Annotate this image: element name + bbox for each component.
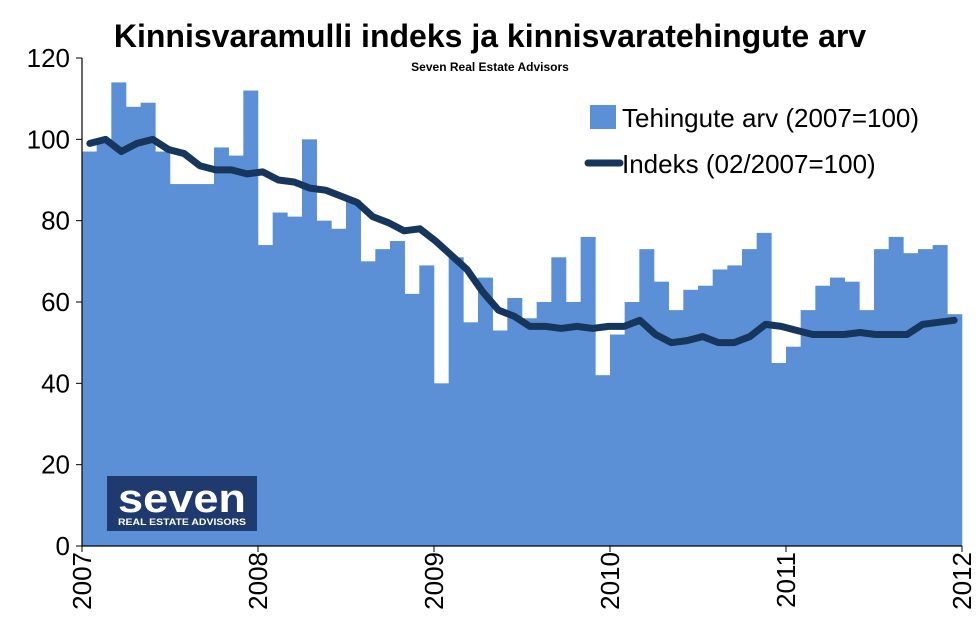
bar bbox=[448, 257, 464, 546]
bar bbox=[580, 236, 596, 546]
bar bbox=[492, 330, 508, 546]
y-tick-label: 40 bbox=[41, 368, 70, 398]
bar bbox=[419, 265, 435, 546]
bar bbox=[272, 212, 288, 546]
seven-logo: seven REAL ESTATE ADVISORS bbox=[107, 476, 257, 531]
bar bbox=[184, 184, 200, 546]
x-tick-label: 2011 bbox=[771, 552, 801, 608]
bar bbox=[654, 281, 669, 546]
bar bbox=[551, 257, 567, 546]
logo-background bbox=[107, 476, 257, 531]
bar bbox=[434, 383, 449, 546]
bar bbox=[214, 147, 229, 546]
chart-subtitle: Seven Real Estate Advisors bbox=[411, 60, 569, 74]
bar bbox=[815, 285, 831, 546]
bar bbox=[830, 277, 845, 546]
bar bbox=[610, 334, 625, 546]
bar bbox=[918, 249, 933, 546]
bar bbox=[96, 139, 112, 546]
bar bbox=[624, 302, 640, 546]
bar bbox=[111, 82, 127, 547]
bar bbox=[126, 106, 141, 547]
y-axis-ticks: 0 20 40 60 80 100 120 bbox=[27, 43, 82, 561]
index-line bbox=[86, 135, 958, 347]
chart-title: Kinnisvaramulli indeks ja kinnisvaratehi… bbox=[114, 18, 866, 54]
x-tick-label: 2008 bbox=[243, 552, 273, 610]
bar bbox=[331, 228, 347, 547]
bar bbox=[888, 236, 904, 546]
bar bbox=[756, 232, 772, 546]
bar bbox=[287, 216, 303, 546]
bar bbox=[375, 249, 391, 546]
y-tick-label: 120 bbox=[27, 43, 70, 73]
y-tick-label: 60 bbox=[41, 287, 70, 317]
y-tick-label: 100 bbox=[27, 124, 70, 154]
bar bbox=[947, 314, 963, 546]
bar bbox=[712, 269, 728, 546]
bar bbox=[316, 220, 332, 547]
bar bbox=[463, 322, 479, 546]
y-tick-label: 20 bbox=[41, 450, 70, 480]
x-tick-label: 2007 bbox=[67, 552, 97, 610]
bar bbox=[786, 346, 801, 546]
bar bbox=[302, 139, 317, 546]
logo-wordmark: seven bbox=[118, 477, 246, 521]
bar bbox=[522, 318, 537, 546]
bar bbox=[698, 285, 713, 546]
bar bbox=[727, 265, 743, 546]
legend-line-label: Indeks (02/2007=100) bbox=[622, 149, 876, 179]
bar bbox=[228, 155, 244, 546]
bar bbox=[155, 151, 171, 546]
bar bbox=[859, 310, 875, 546]
bar bbox=[199, 184, 215, 546]
x-tick-label: 2009 bbox=[419, 552, 449, 610]
logo-tagline: REAL ESTATE ADVISORS bbox=[118, 517, 246, 527]
bar bbox=[140, 102, 156, 546]
legend: Tehingute arv (2007=100) Indeks (02/2007… bbox=[582, 96, 960, 188]
bar bbox=[82, 151, 97, 546]
bar bbox=[390, 241, 405, 546]
bar bbox=[404, 293, 420, 546]
bar bbox=[932, 245, 948, 546]
legend-background bbox=[582, 96, 960, 188]
bar bbox=[360, 261, 376, 546]
legend-bar-label: Tehingute arv (2007=100) bbox=[622, 103, 919, 133]
bar bbox=[243, 90, 259, 546]
legend-bar-swatch bbox=[590, 105, 616, 129]
bar bbox=[771, 363, 787, 546]
bar-series bbox=[82, 82, 963, 547]
bar bbox=[639, 249, 655, 546]
bar bbox=[874, 249, 889, 546]
y-tick-label: 80 bbox=[41, 206, 70, 236]
bar bbox=[258, 245, 273, 546]
bar bbox=[478, 277, 493, 546]
bar bbox=[536, 302, 552, 546]
bar bbox=[595, 375, 611, 546]
bar bbox=[844, 281, 860, 546]
y-tick-label: 0 bbox=[56, 531, 70, 561]
bar bbox=[170, 184, 185, 546]
bar bbox=[903, 253, 919, 546]
bar bbox=[507, 297, 523, 546]
bar bbox=[742, 249, 757, 546]
bar bbox=[800, 310, 816, 546]
title-background bbox=[105, 14, 865, 72]
x-axis-ticks: 2007 2008 2009 2010 2011 2012 bbox=[67, 546, 977, 610]
bar bbox=[668, 310, 684, 546]
bar bbox=[346, 200, 361, 546]
bar bbox=[683, 289, 699, 546]
x-tick-label: 2010 bbox=[595, 552, 625, 610]
x-tick-label: 2012 bbox=[947, 552, 977, 610]
bar bbox=[566, 302, 581, 546]
